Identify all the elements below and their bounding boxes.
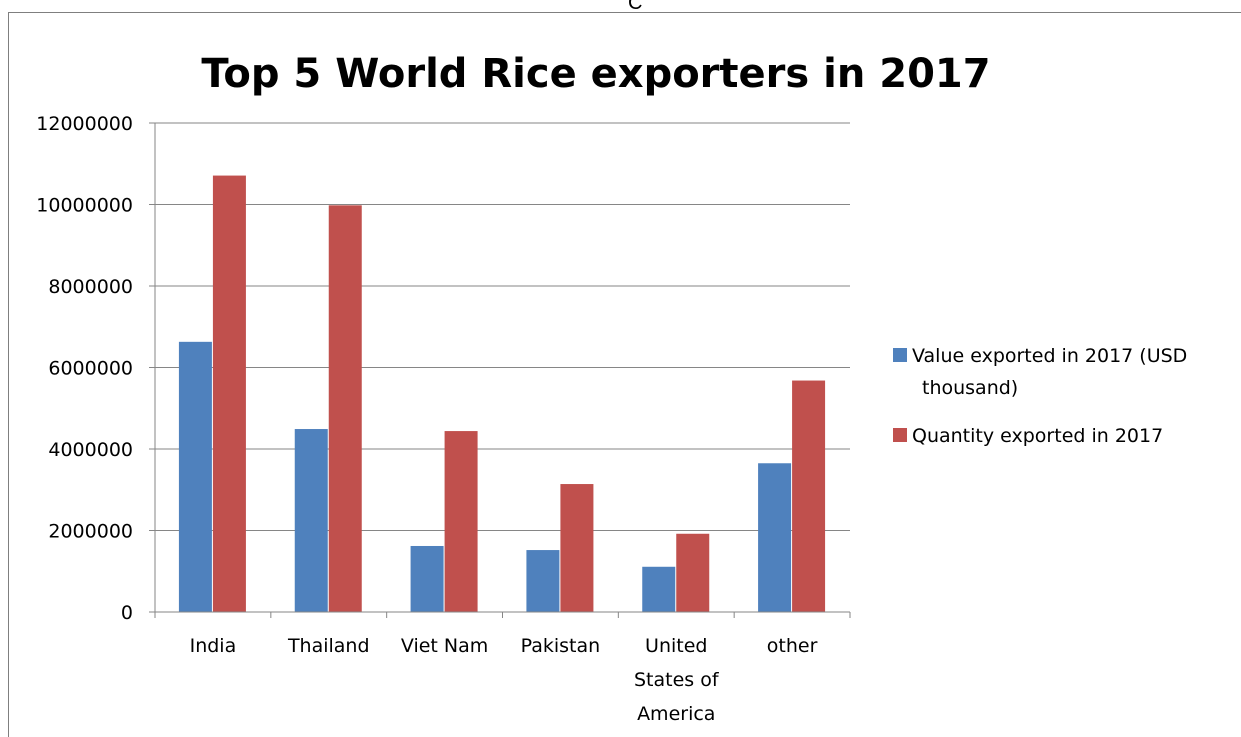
bar	[178, 341, 212, 612]
x-tick-label: United	[645, 635, 707, 657]
bar	[444, 431, 478, 612]
bar	[792, 380, 826, 612]
stray-text: C	[628, 0, 643, 14]
y-axis: 0 2000000 4000000 6000000 8000000 10000000 120…	[36, 113, 156, 624]
x-tick-label: States of	[634, 669, 720, 691]
legend-label: thousand)	[922, 377, 1018, 399]
bar	[676, 533, 710, 612]
y-tick-label: 8000000	[48, 276, 133, 298]
legend-label: Quantity exported in 2017	[912, 425, 1163, 447]
y-tick-label: 4000000	[48, 439, 133, 461]
y-tick-label: 0	[121, 602, 133, 624]
bar	[410, 545, 444, 612]
x-tick-label: Pakistan	[521, 635, 601, 657]
chart-title: Top 5 World Rice exporters in 2017	[201, 51, 990, 97]
bar	[294, 429, 328, 612]
y-tick-label: 10000000	[36, 195, 133, 217]
bar	[526, 550, 560, 612]
legend: Value exported in 2017 (USD thousand) Quan…	[893, 345, 1187, 447]
bar	[328, 205, 362, 612]
y-tick-label: 6000000	[48, 358, 133, 380]
legend-swatch	[893, 428, 907, 442]
bar	[212, 175, 246, 612]
x-tick-label: America	[637, 703, 715, 725]
gridlines	[155, 122, 850, 613]
y-tick-label: 2000000	[48, 521, 133, 543]
x-tick-label: Thailand	[287, 635, 370, 657]
y-tick-label: 12000000	[36, 113, 133, 135]
bar	[758, 463, 792, 612]
legend-swatch	[893, 348, 907, 362]
bars	[178, 175, 826, 612]
bar	[642, 566, 676, 612]
x-tick-label: other	[767, 635, 818, 657]
bar	[560, 484, 594, 612]
chart-frame	[8, 12, 1241, 737]
x-axis: India Thailand Viet Nam Pakistan United State…	[154, 611, 851, 725]
x-tick-label: Viet Nam	[401, 635, 488, 657]
legend-label: Value exported in 2017 (USD	[912, 345, 1187, 367]
x-tick-label: India	[190, 635, 237, 657]
